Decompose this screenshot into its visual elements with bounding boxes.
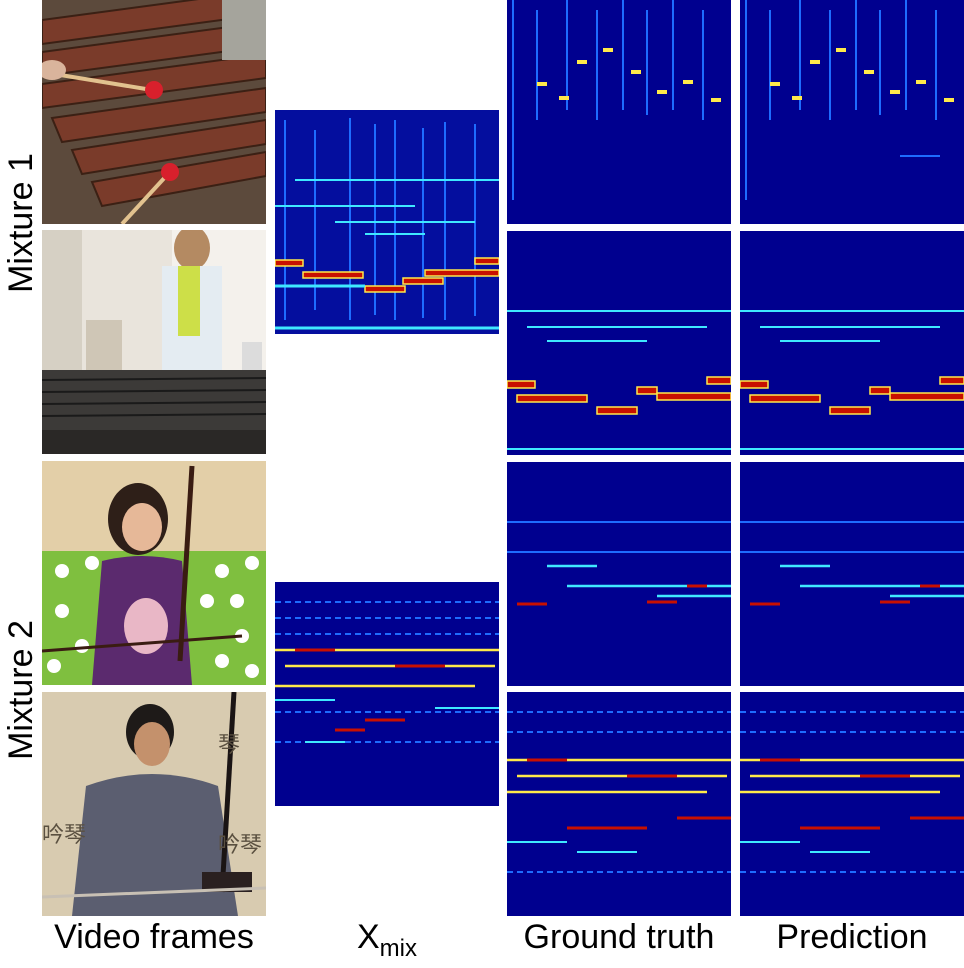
column-label-video-frames: Video frames (54, 918, 254, 956)
mixture-subscript: mix (379, 935, 417, 962)
svg-text:吟琴: 吟琴 (218, 833, 262, 858)
prediction-1a-spectrogram (740, 0, 964, 224)
row-label-mixture-1: Mixture 1 (2, 153, 40, 293)
prediction-2a-spectrogram (740, 462, 964, 686)
mixture-symbol: X (356, 918, 380, 956)
ground-truth-2a-spectrogram (507, 462, 731, 686)
column-label-ground-truth: Ground truth (523, 918, 715, 956)
video-frame-marimba-closeup (42, 0, 266, 224)
ground-truth-1b-spectrogram (507, 231, 731, 455)
prediction-1b-spectrogram (740, 231, 964, 455)
svg-text:吟琴: 吟琴 (42, 823, 86, 848)
mixture-1-spectrogram (275, 110, 499, 334)
video-frame-erhu-girl (42, 461, 266, 685)
video-frame-marimba-player (42, 230, 266, 454)
prediction-2b-spectrogram (740, 692, 964, 916)
row-label-mixture-2: Mixture 2 (2, 620, 40, 760)
mixture-2-spectrogram (275, 582, 499, 806)
column-label-mixture: Xmix (275, 918, 499, 963)
svg-text:琴: 琴 (218, 733, 240, 758)
ground-truth-1a-spectrogram (507, 0, 731, 224)
column-label-prediction: Prediction (776, 918, 928, 956)
video-frame-erhu-man: 吟琴 吟琴 琴 (42, 692, 266, 916)
ground-truth-2b-spectrogram (507, 692, 731, 916)
